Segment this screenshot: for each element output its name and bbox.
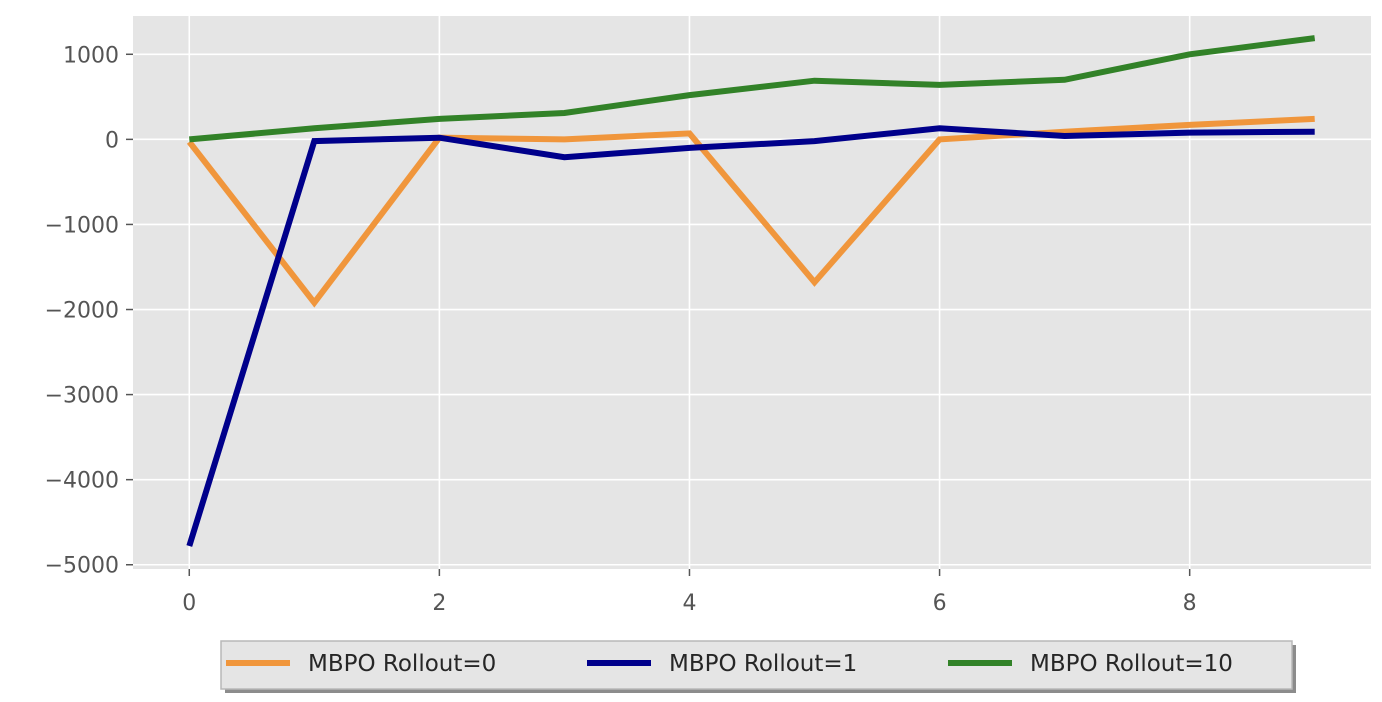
legend-label-0: MBPO Rollout=0 (308, 651, 496, 677)
y-tick-label: −2000 (45, 299, 119, 324)
x-tick-label: 4 (682, 591, 696, 616)
y-tick-label: −1000 (45, 213, 119, 238)
series-lines (186, 35, 1316, 547)
legend-label-2: MBPO Rollout=10 (1030, 651, 1233, 677)
series-line-0 (186, 115, 1315, 308)
x-tick-label: 8 (1183, 591, 1197, 616)
y-tick-label: −3000 (45, 384, 119, 409)
legend-label-1: MBPO Rollout=1 (669, 651, 857, 677)
x-tick-label: 2 (432, 591, 446, 616)
x-tick-label: 6 (933, 591, 947, 616)
series-line-2 (189, 35, 1316, 143)
plot-background (133, 16, 1371, 569)
y-tick-label: 1000 (63, 43, 119, 68)
y-tick-label: −4000 (45, 469, 119, 494)
y-tick-label: −5000 (45, 554, 119, 579)
legend: MBPO Rollout=0 MBPO Rollout=1 MBPO Rollout… (220, 640, 1296, 693)
series-line-1 (186, 125, 1315, 547)
legend-box (220, 640, 1293, 690)
axis-ticks: 0 2 4 6 8 1000 0 −1000 −2000 −3000 −4000 −5000 (45, 43, 1197, 616)
grid-lines (133, 16, 1371, 569)
y-tick-label: 0 (105, 128, 119, 153)
x-tick-label: 0 (182, 591, 196, 616)
